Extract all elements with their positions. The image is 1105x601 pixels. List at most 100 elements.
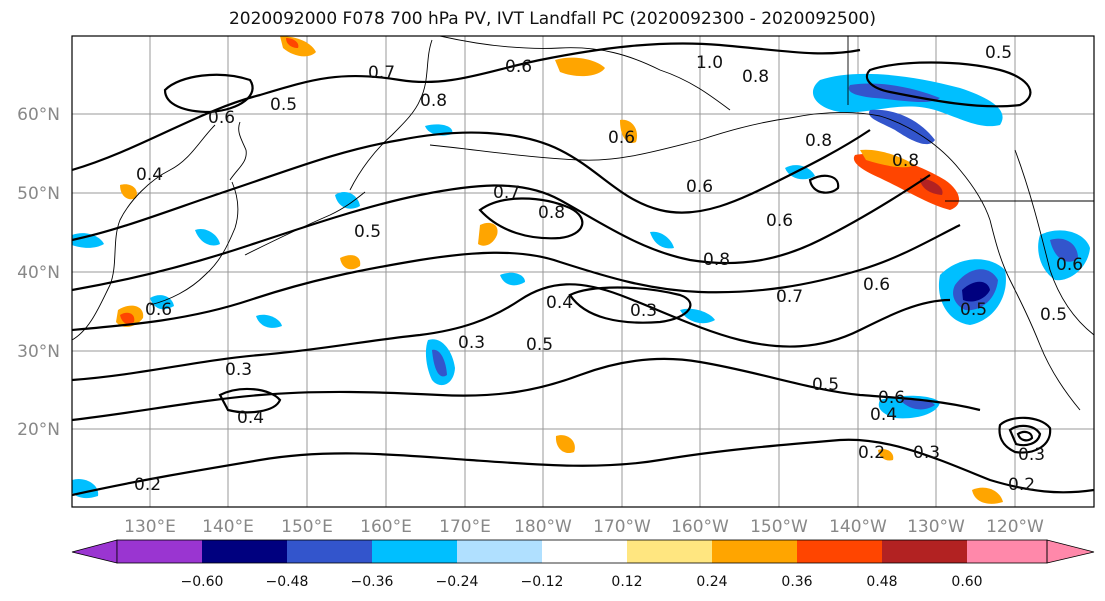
shading-negative-patch	[1050, 238, 1078, 262]
colorbar-tick-label: 0.60	[951, 574, 982, 590]
pv-contour-line	[72, 283, 951, 382]
colorbar-cell	[797, 540, 882, 563]
lon-tick-label: 160°E	[360, 517, 412, 537]
shading-negative-patch	[650, 231, 674, 249]
shading-positive-patch	[286, 38, 299, 48]
contour-label: 0.6	[686, 177, 713, 197]
colorbar-cell	[542, 540, 627, 563]
lon-tick-label: 140°W	[829, 517, 887, 537]
contour-label: 0.3	[225, 360, 252, 380]
colorbar-cell	[287, 540, 372, 563]
pv-contour-closed	[478, 197, 584, 240]
lon-tick-label: 130°E	[124, 517, 176, 537]
colorbar-tick-label: 0.48	[866, 574, 897, 590]
lon-tick-label: 170°W	[593, 517, 651, 537]
colorbar-cell	[627, 540, 712, 563]
contour-label: 0.4	[870, 405, 897, 425]
pv-contour-closed	[998, 416, 1052, 454]
lat-tick-label: 60°N	[17, 105, 60, 125]
contour-label: 0.8	[805, 131, 832, 151]
map-title: 2020092000 F078 700 hPa PV, IVT Landfall…	[228, 9, 876, 29]
gulf-of-alaska-coast	[789, 111, 991, 221]
lat-tick-label: 30°N	[17, 342, 60, 362]
contour-label: 0.6	[608, 128, 635, 148]
pv-contour-line	[72, 42, 861, 172]
colorbar-tick-label: 0.12	[611, 574, 642, 590]
colorbar-cell	[202, 540, 287, 563]
lon-tick-label: 120°W	[986, 517, 1044, 537]
west-coast-north-america	[989, 219, 1081, 411]
contour-label: 0.6	[505, 57, 532, 77]
colorbar-tick-label: −0.12	[521, 574, 564, 590]
colorbar-cell	[882, 540, 967, 563]
pv-contour-closed	[1008, 424, 1042, 447]
contour-label: 0.2	[134, 475, 161, 495]
shading-positive-patch	[860, 149, 915, 168]
pv-contour-line	[72, 224, 961, 332]
colorbar-max-extension	[1046, 539, 1095, 564]
contour-label: 0.2	[1008, 475, 1035, 495]
shading-positive-patch	[555, 435, 575, 454]
contour-label: 0.4	[237, 408, 264, 428]
map-frame	[71, 35, 1095, 508]
contour-label: 0.7	[776, 287, 803, 307]
contour-label: 0.8	[742, 67, 769, 87]
contour-label: 0.6	[766, 211, 793, 231]
shading-negative-patch	[500, 272, 525, 286]
pv-contour-closed	[1016, 430, 1034, 442]
contour-label: 0.5	[526, 335, 553, 355]
contour-label: 0.4	[136, 165, 163, 185]
lon-tick-label: 170°E	[439, 517, 491, 537]
contour-label: 0.5	[812, 375, 839, 395]
contour-label: 0.3	[630, 301, 657, 321]
contour-label: 0.5	[985, 43, 1012, 63]
shading-negative-patch	[335, 192, 360, 209]
contour-label: 0.5	[270, 95, 297, 115]
latitude-labels: 60°N 50°N 40°N 30°N 20°N	[17, 105, 60, 440]
contour-label: 0.3	[1018, 445, 1045, 465]
colorbar-cell	[967, 540, 1047, 563]
contour-label: 0.3	[913, 443, 940, 463]
contour-label: 0.5	[1040, 305, 1067, 325]
contour-label: 0.6	[1056, 255, 1083, 275]
contour-label: 0.8	[892, 151, 919, 171]
japan-coastline	[149, 181, 239, 306]
lon-tick-label: 140°E	[202, 517, 254, 537]
shading-negative-patch	[785, 165, 815, 180]
pv-contour-closed	[568, 286, 692, 324]
alaska-coastline	[439, 36, 731, 111]
lon-tick-label: 160°W	[671, 517, 729, 537]
shading-positive-patch	[878, 449, 894, 461]
pv-contour-line	[72, 357, 981, 422]
lat-tick-label: 20°N	[17, 420, 60, 440]
colorbar-tick-label: −0.60	[181, 574, 224, 590]
shading-negative-patch	[680, 308, 715, 324]
contour-label: 0.6	[145, 300, 172, 320]
lon-tick-label: 150°W	[750, 517, 808, 537]
pv-contours	[72, 42, 1094, 497]
colorbar-tick-label: 0.36	[781, 574, 812, 590]
contour-label: 0.6	[878, 388, 905, 408]
contour-label: 0.6	[208, 108, 235, 128]
contour-label: 1.0	[696, 53, 723, 73]
contour-label: 0.6	[863, 275, 890, 295]
contour-label: 0.5	[354, 222, 381, 242]
pv-contour-line	[72, 129, 871, 242]
contour-labels: 0.7 0.6 1.0 0.8 0.5 0.6 0.5 0.8 0.8 0.4 …	[134, 43, 1083, 495]
contour-label: 0.4	[546, 293, 573, 313]
contour-label: 0.8	[703, 250, 730, 270]
shading-negative-patch	[962, 281, 990, 302]
shading-negative-patch	[72, 233, 104, 248]
colorbar-cell	[372, 540, 457, 563]
pv-contour-closed	[163, 73, 254, 114]
shading-negative-patch	[869, 109, 935, 145]
pv-contour-closed	[218, 387, 282, 414]
lat-tick-label: 40°N	[17, 263, 60, 283]
pv-contour-closed	[865, 61, 1032, 108]
contour-label: 0.7	[493, 183, 520, 203]
lon-tick-label: 180°W	[514, 517, 572, 537]
shading-positive-patch	[620, 119, 638, 144]
coastlines	[72, 36, 1094, 411]
shading-positive-patch	[920, 178, 943, 195]
kuril-islands	[244, 191, 366, 256]
